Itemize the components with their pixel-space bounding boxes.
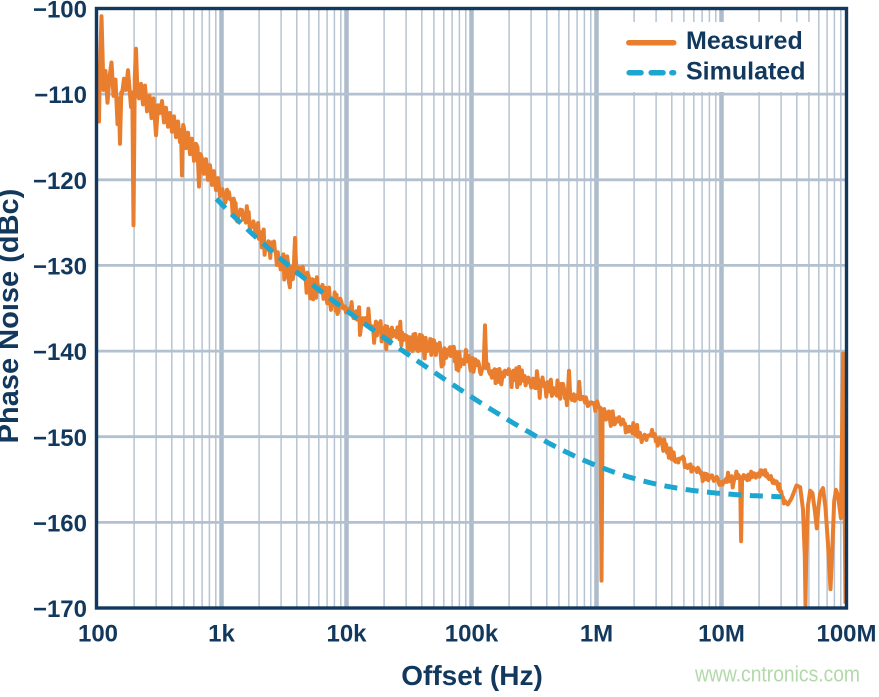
svg-text:−150: −150 [33, 425, 87, 452]
svg-text:100: 100 [78, 620, 118, 647]
svg-text:−110: −110 [34, 82, 87, 109]
svg-text:−170: −170 [33, 596, 87, 623]
svg-text:1k: 1k [208, 620, 235, 647]
svg-text:Phase Noise (dBc): Phase Noise (dBc) [0, 189, 25, 444]
svg-text:−160: −160 [33, 511, 87, 538]
svg-text:www.cntronics.com: www.cntronics.com [694, 662, 860, 687]
svg-text:10M: 10M [698, 620, 745, 647]
svg-text:−130: −130 [33, 254, 87, 281]
svg-text:−100: −100 [33, 0, 87, 24]
svg-text:−120: −120 [33, 168, 87, 195]
svg-text:Measured: Measured [686, 27, 803, 55]
svg-text:Simulated: Simulated [686, 57, 805, 85]
svg-text:−140: −140 [33, 339, 87, 366]
svg-text:1M: 1M [580, 620, 613, 647]
svg-text:Offset (Hz): Offset (Hz) [401, 660, 543, 691]
svg-text:10k: 10k [326, 620, 367, 647]
svg-text:100M: 100M [816, 620, 876, 647]
svg-text:100k: 100k [445, 620, 499, 647]
